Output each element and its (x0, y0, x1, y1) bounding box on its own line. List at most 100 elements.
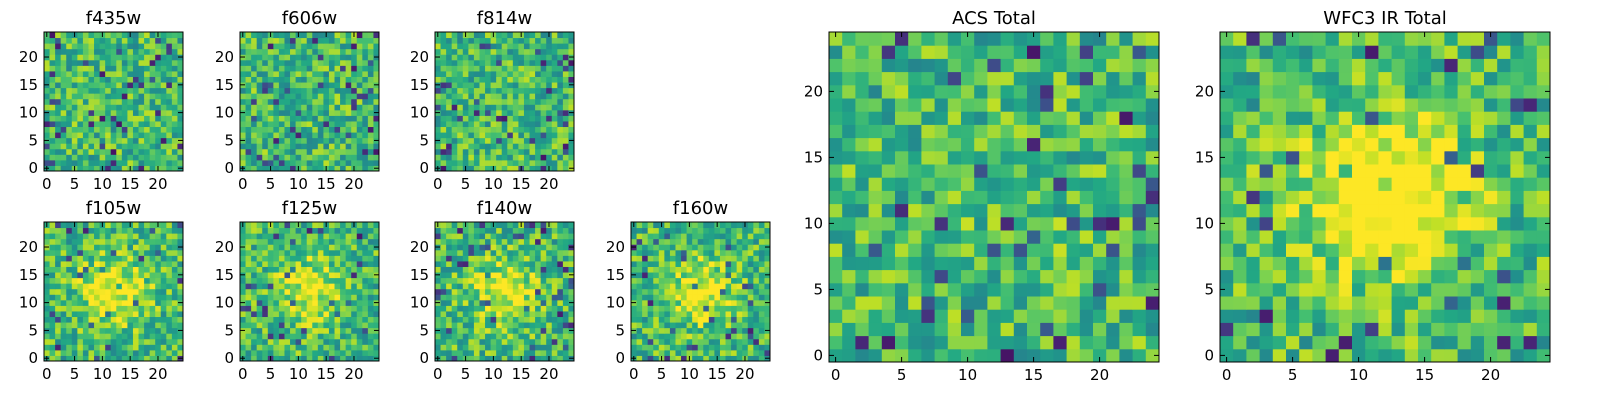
heatmap-cell (44, 104, 51, 111)
heatmap-cell (669, 238, 676, 245)
heatmap-cell (284, 82, 291, 89)
heatmap-cell (110, 104, 117, 111)
heatmap-cell (490, 132, 497, 139)
heatmap-cell (703, 227, 710, 234)
heatmap-cell (245, 43, 252, 50)
heatmap-cell (295, 333, 302, 340)
heatmap-cell (66, 109, 73, 116)
heatmap-cell (568, 43, 575, 50)
heatmap-cell (88, 76, 95, 83)
heatmap-cell (708, 355, 715, 362)
heatmap-cell (658, 288, 665, 295)
heatmap-cell (562, 277, 569, 284)
heatmap-cell (367, 327, 374, 334)
heatmap-cell (110, 109, 117, 116)
heatmap-cell (501, 322, 508, 329)
heatmap-cell (166, 143, 173, 150)
heatmap-cell (273, 32, 280, 39)
heatmap-cell (160, 349, 167, 356)
heatmap-cell (518, 227, 525, 234)
heatmap-cell (703, 344, 710, 351)
heatmap-cell (961, 177, 975, 191)
heatmap-cell (160, 165, 167, 172)
heatmap-cell (121, 98, 128, 105)
heatmap-cell (551, 115, 558, 122)
heatmap-cell (468, 349, 475, 356)
heatmap-cell (725, 355, 732, 362)
heatmap-cell (60, 260, 67, 267)
heatmap-cell (562, 355, 569, 362)
heatmap-cell (256, 87, 263, 94)
heatmap-cell (451, 294, 458, 301)
heatmap-cell (160, 266, 167, 273)
heatmap-cell (155, 288, 162, 295)
heatmap-cell (987, 243, 1002, 257)
heatmap-cell (312, 70, 319, 77)
heatmap-cell (642, 327, 649, 334)
heatmap-cell (99, 260, 106, 267)
heatmap-cell (121, 104, 128, 111)
heatmap-cell (451, 344, 458, 351)
heatmap-cell (177, 120, 184, 128)
heatmap-cell (110, 159, 117, 166)
heatmap-cell (334, 266, 341, 273)
heatmap-cell (273, 222, 280, 229)
heatmap-cell (121, 82, 128, 89)
heatmap-cell (66, 126, 73, 133)
heatmap-cell (501, 32, 508, 39)
heatmap-cell (636, 288, 643, 295)
heatmap-cell (110, 277, 117, 284)
heatmap-cell (132, 322, 140, 329)
heatmap-cell (435, 333, 442, 340)
heatmap-cell (340, 299, 347, 306)
heatmap-cell (144, 43, 151, 50)
heatmap-cell (290, 104, 297, 111)
heatmap-cell (334, 54, 341, 61)
heatmap-cell (110, 249, 117, 256)
heatmap-cell (1079, 348, 1094, 363)
heatmap-cell (686, 299, 693, 306)
heatmap-cell (116, 59, 123, 66)
heatmap-cell (273, 159, 280, 166)
heatmap-cell (110, 98, 117, 105)
heatmap-cell (557, 233, 564, 240)
heatmap-cell (512, 143, 519, 150)
heatmap-cell (60, 126, 67, 133)
heatmap-cell (479, 37, 486, 44)
heatmap-cell (323, 305, 330, 312)
heatmap-cell (138, 277, 145, 284)
heatmap-cell (99, 93, 106, 100)
heatmap-cell (362, 227, 369, 234)
heatmap-cell (479, 238, 486, 245)
heatmap-cell (94, 126, 101, 133)
heatmap-cell (974, 282, 988, 297)
heatmap-cell (149, 344, 156, 351)
heatmap-cell (435, 266, 442, 273)
heatmap-cell (149, 143, 156, 150)
heatmap-cell (551, 143, 558, 150)
heatmap-cell (653, 266, 660, 273)
heatmap-cell (373, 120, 380, 128)
heatmap-cell (71, 310, 78, 318)
heatmap-cell (658, 244, 665, 251)
heatmap-cell (284, 322, 291, 329)
heatmap-cell (642, 338, 649, 345)
heatmap-cell (94, 266, 101, 273)
heatmap-cell (49, 120, 56, 128)
heatmap-cell (356, 148, 363, 155)
heatmap-cell (490, 65, 497, 72)
heatmap-cell (138, 288, 145, 295)
heatmap-cell (669, 322, 676, 329)
heatmap-cell (529, 137, 536, 144)
heatmap-cell (529, 316, 536, 323)
heatmap-cell (546, 233, 553, 240)
heatmap-cell (440, 310, 447, 318)
heatmap-cell (367, 266, 374, 273)
heatmap-cell (55, 115, 62, 122)
heatmap-cell (245, 322, 252, 329)
heatmap-cell (446, 76, 453, 83)
heatmap-cell (1013, 335, 1028, 350)
heatmap-cell (675, 249, 682, 256)
heatmap-cell (947, 216, 962, 231)
heatmap-cell (557, 115, 564, 122)
